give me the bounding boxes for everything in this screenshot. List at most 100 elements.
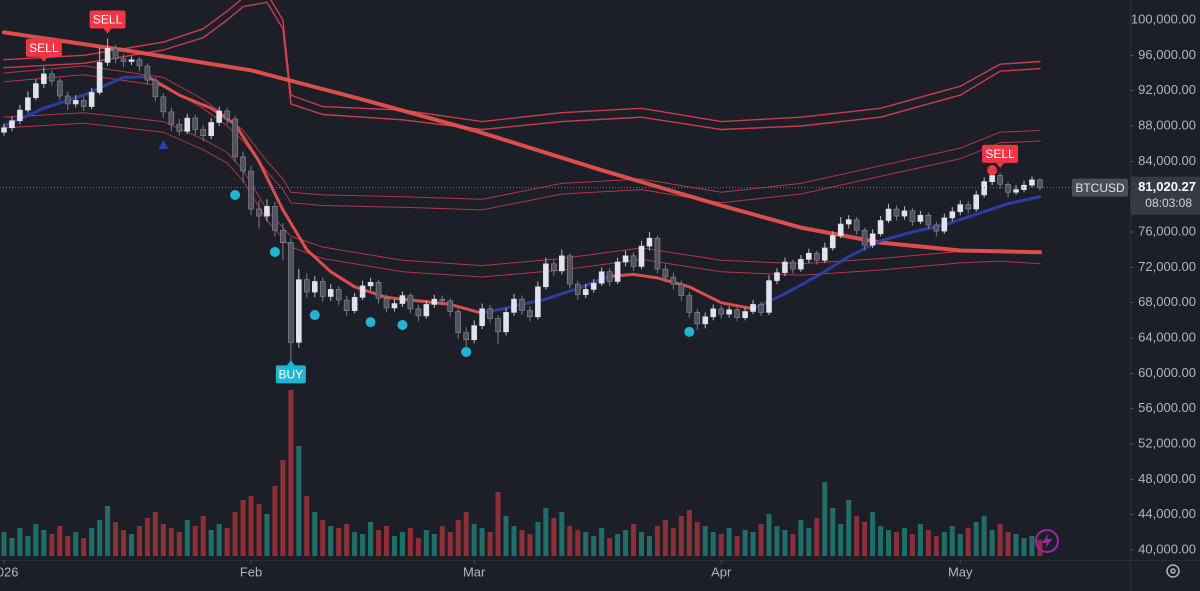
candle-body <box>590 282 597 290</box>
candle-body <box>925 214 932 226</box>
candle-body <box>885 208 892 221</box>
candle-body <box>551 263 557 272</box>
volume-bar <box>415 538 421 556</box>
candle-body <box>128 59 135 62</box>
candle-body <box>304 279 310 293</box>
marker <box>684 326 695 337</box>
y-tick-label: 96,000.00 <box>1138 47 1196 62</box>
volume-bar <box>511 526 517 556</box>
candle-body <box>949 211 956 219</box>
candle-body <box>224 110 230 120</box>
candle-body <box>654 237 661 270</box>
volume-bar <box>368 522 374 556</box>
volume-bar <box>949 526 955 556</box>
candle-body <box>957 204 964 212</box>
volume-bar <box>192 526 198 556</box>
candle-body <box>774 272 780 281</box>
volume-bar <box>272 486 278 556</box>
x-tick-label: 2026 <box>0 564 18 579</box>
volume-bar <box>591 536 597 556</box>
volume-bar <box>256 504 262 556</box>
candle-body <box>622 255 629 263</box>
signal-box <box>275 365 306 384</box>
candle-body <box>917 214 924 222</box>
indicator-line <box>3 112 1041 267</box>
candle-body <box>415 308 422 317</box>
volume-bar <box>447 532 453 556</box>
candle-body <box>798 259 804 270</box>
volume-bar <box>176 532 182 556</box>
candle-body <box>853 219 860 231</box>
volume-bar <box>184 520 190 556</box>
candle-body <box>359 285 366 298</box>
candle-body <box>869 233 876 246</box>
settings-icon[interactable] <box>1166 564 1180 578</box>
volume-bar <box>89 528 95 556</box>
y-tick-label: 100,000.00 <box>1131 11 1196 26</box>
signal: SELL <box>982 144 1019 168</box>
countdown-label: 08:03:08 <box>1145 196 1192 210</box>
volume-bar <box>431 534 437 556</box>
candle-body <box>821 247 828 261</box>
candle-body <box>582 289 589 296</box>
signal-pointer <box>286 360 295 366</box>
candle-body <box>168 111 175 125</box>
volume-bar <box>360 534 366 556</box>
candle-body <box>232 118 238 158</box>
candle-body <box>678 283 685 296</box>
marker <box>461 346 472 357</box>
alert-icon[interactable] <box>1035 529 1059 553</box>
volume-bar <box>878 526 884 556</box>
signal-label: SELL <box>93 13 123 27</box>
candle-body <box>606 271 613 282</box>
volume-bar <box>710 532 716 556</box>
volume-bar <box>407 528 413 556</box>
volume-bar <box>383 526 389 556</box>
candle-body <box>311 281 318 293</box>
candle-body <box>574 283 581 296</box>
candle-body <box>64 95 71 105</box>
candle-body <box>837 223 844 236</box>
volume-bar <box>543 508 549 556</box>
volume-bar <box>1021 538 1027 556</box>
candle-body <box>766 280 772 313</box>
volume-bar <box>399 532 405 556</box>
candle-body <box>662 268 669 278</box>
candle-body <box>367 282 374 287</box>
y-tick-label: 72,000.00 <box>1138 259 1196 274</box>
candle-body <box>216 110 222 123</box>
candle-body <box>88 92 95 107</box>
candle-body <box>989 175 995 182</box>
volume-bar <box>519 530 525 556</box>
candle-body <box>742 311 748 318</box>
volume-bar <box>17 528 23 556</box>
candle-body <box>104 47 111 63</box>
indicator-line <box>3 122 1041 278</box>
candle-body <box>845 219 852 225</box>
x-tick-label: Apr <box>711 564 732 579</box>
y-tick-label: 48,000.00 <box>1138 471 1196 486</box>
indicator-line <box>3 74 1041 211</box>
y-tick-label: 60,000.00 <box>1138 365 1196 380</box>
volume-bar <box>909 534 915 556</box>
candle-body <box>80 100 87 107</box>
volume-bar <box>639 532 645 556</box>
volume-bar <box>33 524 39 556</box>
volume-bar <box>894 532 900 556</box>
candle-body <box>638 245 645 267</box>
candle-body <box>144 65 151 81</box>
volume-bar <box>718 534 724 556</box>
candle-body <box>702 316 709 325</box>
candle-body <box>1021 184 1027 190</box>
candle-body <box>112 47 119 60</box>
candle-body <box>527 310 533 318</box>
y-tick-label: 92,000.00 <box>1138 82 1196 97</box>
volume-bar <box>160 524 166 556</box>
volume-bar <box>168 528 174 556</box>
candle-body <box>686 295 693 313</box>
candle-body <box>614 261 621 282</box>
candle-body <box>1029 179 1035 186</box>
volume-bar <box>336 528 342 556</box>
